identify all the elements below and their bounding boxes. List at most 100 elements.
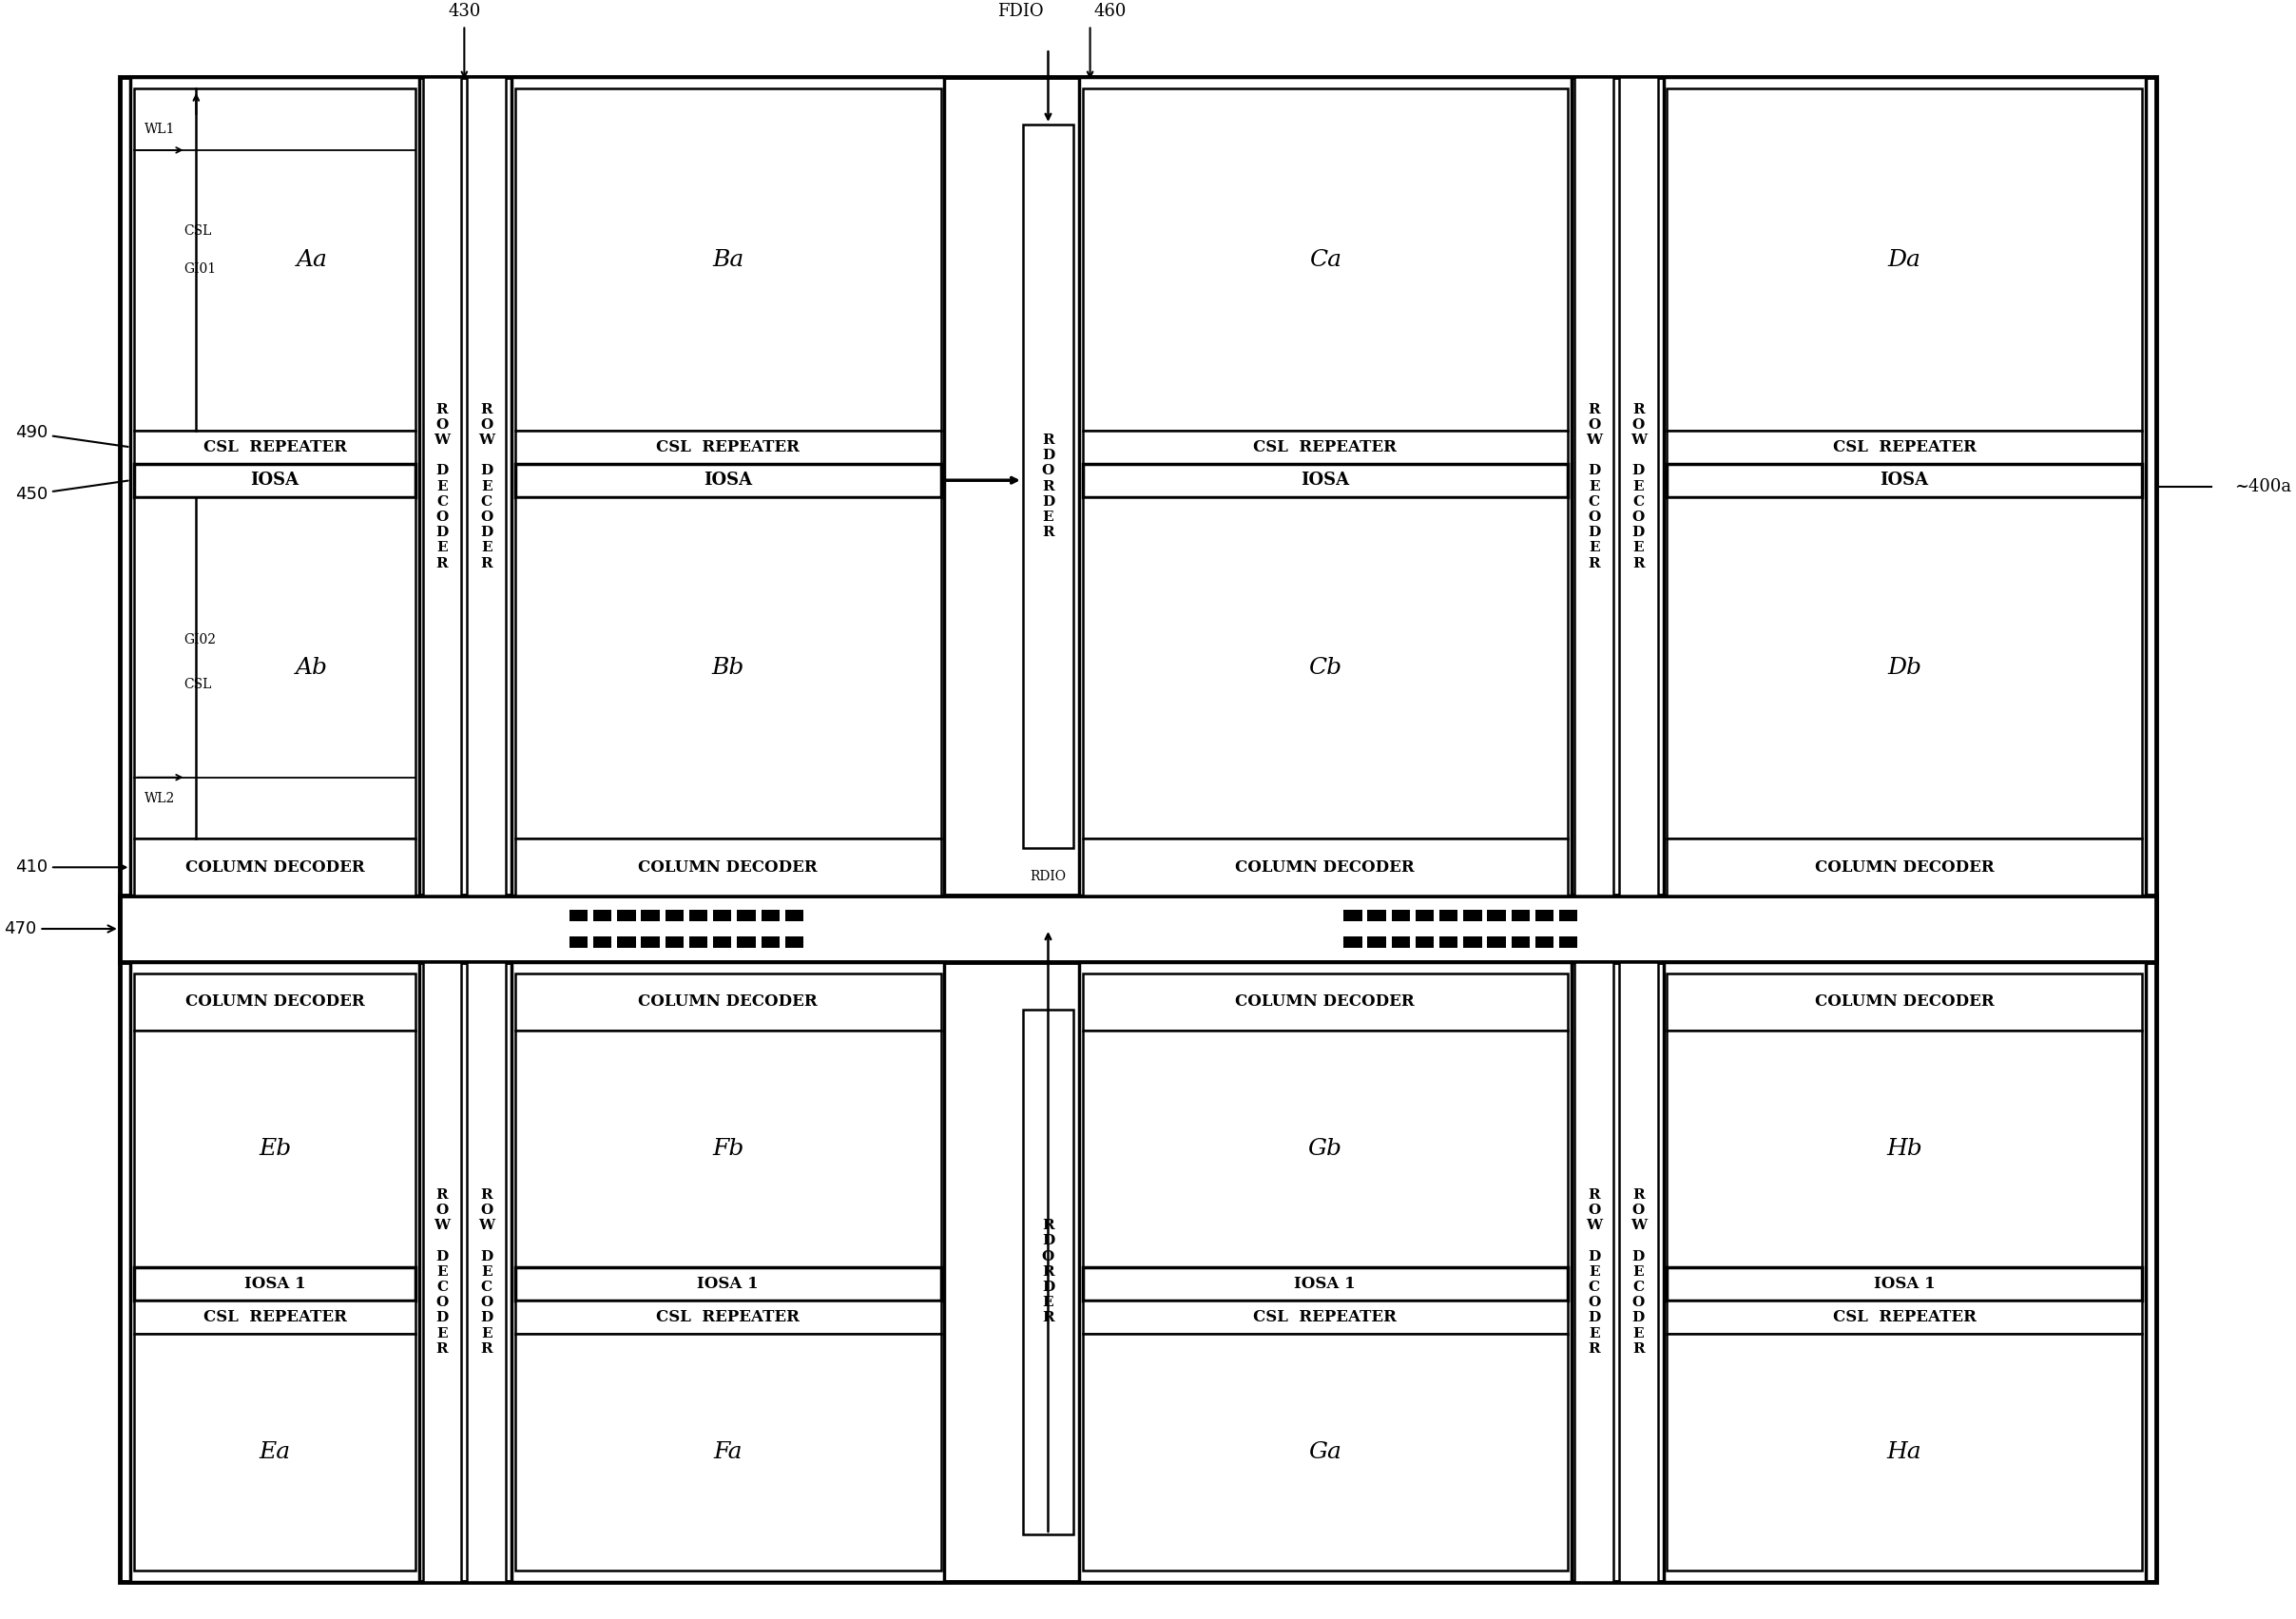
Text: COLUMN DECODER: COLUMN DECODER [186,860,365,876]
Bar [1575,962,1614,1582]
Bar [1084,1334,1568,1570]
Bar [514,89,941,431]
Bar [1575,78,1614,895]
Bar [760,936,778,947]
Bar [1079,78,1570,895]
Bar [466,78,505,895]
Text: CSL  REPEATER: CSL REPEATER [1832,439,1977,455]
Bar [618,910,636,921]
Bar [1511,936,1529,947]
Bar [1368,910,1387,921]
Text: CSL  REPEATER: CSL REPEATER [657,439,799,455]
Bar [514,839,941,895]
Bar [1022,1009,1075,1535]
Bar [514,1334,941,1570]
Text: CSL  REPEATER: CSL REPEATER [1832,1308,1977,1324]
Text: Ab: Ab [296,657,328,678]
Bar [422,78,461,895]
Bar [1667,1030,2142,1268]
Bar [1667,1300,2142,1334]
Bar [466,962,505,1582]
Bar [1463,910,1481,921]
Bar [618,936,636,947]
Text: CSL  REPEATER: CSL REPEATER [202,439,347,455]
Bar [592,936,611,947]
Bar [1511,910,1529,921]
Bar [785,936,804,947]
Bar [1667,89,2142,431]
Bar [1343,910,1362,921]
Bar [785,910,804,921]
Text: WL2: WL2 [145,792,174,805]
Text: Db: Db [1887,657,1922,678]
Text: IOSA 1: IOSA 1 [1295,1276,1357,1292]
Bar [1667,431,2142,463]
Bar [135,839,416,895]
Text: R
D
O
R
D
E
R: R D O R D E R [1042,434,1054,539]
Text: Ea: Ea [259,1441,292,1464]
Bar [1619,962,1658,1582]
Bar [714,910,732,921]
Bar [514,973,941,1030]
Text: Fb: Fb [712,1138,744,1159]
Text: R
O
W
 
D
E
C
O
D
E
R: R O W D E C O D E R [1630,1188,1646,1355]
Bar [1084,1268,1568,1300]
Text: R
O
W
 
D
E
C
O
D
E
R: R O W D E C O D E R [1630,403,1646,570]
Bar [1084,1030,1568,1268]
Bar [1414,936,1433,947]
Text: 460: 460 [1093,2,1127,19]
Text: Eb: Eb [259,1138,292,1159]
Bar [1667,497,2142,839]
Bar [689,910,707,921]
Text: 490: 490 [16,424,129,447]
Bar [1368,936,1387,947]
Text: 470: 470 [5,920,115,937]
Bar [1084,89,1568,431]
Bar [1667,839,2142,895]
Bar [760,910,778,921]
Bar [1084,463,1568,497]
Bar [512,962,944,1582]
Bar [131,962,420,1582]
Bar [1667,973,2142,1030]
Bar [1536,936,1554,947]
Bar [1391,910,1410,921]
Bar [135,1334,416,1570]
Text: Gb: Gb [1309,1138,1343,1159]
Text: COLUMN DECODER: COLUMN DECODER [638,994,817,1010]
Bar [1440,910,1458,921]
Bar [1536,910,1554,921]
Bar [1079,962,1570,1582]
Text: GI01: GI01 [184,262,216,275]
Bar [714,936,732,947]
Text: CSL: CSL [184,678,211,691]
Bar [1488,936,1506,947]
Bar [131,78,420,895]
Bar [1667,463,2142,497]
Bar [1084,431,1568,463]
Bar [514,497,941,839]
Bar [1084,839,1568,895]
Bar [135,973,416,1030]
Bar [1619,78,1658,895]
Text: R
O
W
 
D
E
C
O
D
E
R: R O W D E C O D E R [1587,1188,1603,1355]
Bar [422,962,461,1582]
Bar [1463,936,1481,947]
Bar [1440,936,1458,947]
Bar [641,936,659,947]
Text: IOSA: IOSA [703,471,753,489]
Text: CSL  REPEATER: CSL REPEATER [202,1308,347,1324]
Text: CSL: CSL [184,225,211,238]
Bar [689,936,707,947]
Bar [737,910,755,921]
Text: CSL  REPEATER: CSL REPEATER [1254,439,1396,455]
Text: Aa: Aa [296,249,328,270]
Text: Fa: Fa [714,1441,742,1464]
Bar [135,1030,416,1268]
Text: Ba: Ba [712,249,744,270]
Text: Da: Da [1887,249,1922,270]
Text: R
O
W
 
D
E
C
O
D
E
R: R O W D E C O D E R [478,403,494,570]
Text: R
D
O
R
D
E
R: R D O R D E R [1042,1219,1054,1324]
Text: COLUMN DECODER: COLUMN DECODER [1814,860,1993,876]
Bar [666,910,684,921]
